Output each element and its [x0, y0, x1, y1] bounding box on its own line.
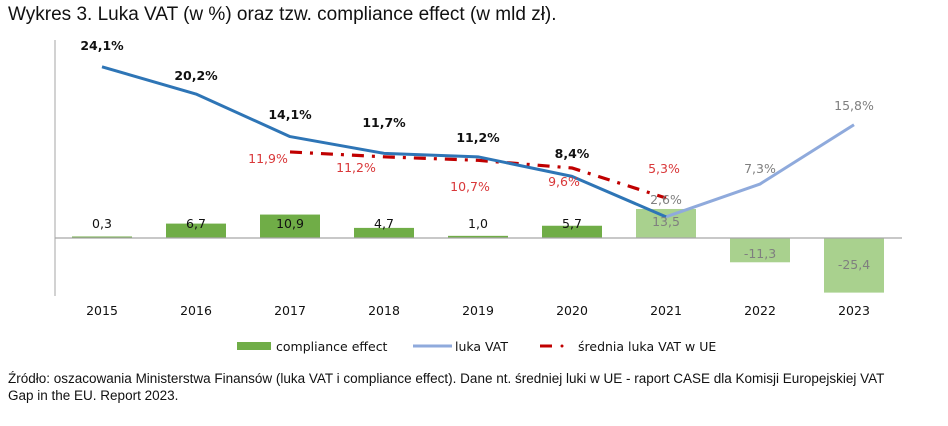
chart-title: Wykres 3. Luka VAT (w %) oraz tzw. compl… [8, 4, 557, 25]
chart: 0,3 6,7 10,9 4,7 1,0 5,7 13,5 -11,3 -25,4 24,1% 20… [54, 38, 902, 354]
line-luka-vat [101, 65, 667, 219]
bar-2015 [72, 236, 132, 238]
x-tick-labels: 2015 2016 2017 2018 2019 2020 2021 2022 2023 [86, 303, 870, 318]
luka-vat-label-2021: 2,6% [650, 192, 682, 207]
bar-2016 [166, 223, 226, 238]
bar-2017 [260, 214, 320, 238]
x-tick-2020: 2020 [556, 303, 588, 318]
luka-vat-label-2017: 14,1% [268, 107, 312, 122]
eu-average-label-2019: 10,7% [450, 179, 490, 194]
x-tick-2016: 2016 [180, 303, 212, 318]
bar-label-2020: 5,7 [562, 216, 582, 231]
luka-vat-label-2019: 11,2% [456, 130, 500, 145]
bar-label-2021: 13,5 [652, 214, 680, 229]
bar-label-2017: 10,9 [276, 216, 304, 231]
bar-2019 [448, 235, 508, 238]
line-luka-vat-forecast [665, 123, 855, 219]
bars-group [72, 208, 884, 293]
luka-vat-label-2015: 24,1% [80, 38, 124, 53]
x-tick-2017: 2017 [274, 303, 306, 318]
bar-2023 [824, 238, 884, 293]
bar-label-2018: 4,7 [374, 216, 394, 231]
bar-label-2016: 6,7 [186, 216, 206, 231]
source-note: Źródło: oszacowania Ministerstwa Finansó… [8, 371, 885, 403]
eu-average-label-2018: 11,2% [336, 160, 376, 175]
eu-average-label-2021: 5,3% [648, 161, 680, 176]
eu-average-label-2017: 11,9% [248, 151, 288, 166]
x-tick-2018: 2018 [368, 303, 400, 318]
bar-label-2019: 1,0 [468, 216, 488, 231]
luka-vat-label-2022: 7,3% [744, 161, 776, 176]
legend-label-luka-vat: luka VAT [455, 339, 508, 354]
luka-vat-label-2023: 15,8% [834, 98, 874, 113]
luka-vat-label-2016: 20,2% [174, 68, 218, 83]
x-tick-2022: 2022 [744, 303, 776, 318]
bar-label-2022: -11,3 [744, 246, 776, 261]
bar-2018 [354, 227, 414, 238]
legend-swatch-compliance-effect [237, 342, 271, 350]
bar-2021 [636, 208, 696, 238]
x-tick-2019: 2019 [462, 303, 494, 318]
legend-label-compliance-effect: compliance effect [276, 339, 388, 354]
labels-group: 0,3 6,7 10,9 4,7 1,0 5,7 13,5 -11,3 -25,4 24,1% 20… [80, 38, 874, 272]
x-tick-2021: 2021 [650, 303, 682, 318]
bar-2020 [542, 225, 602, 238]
bar-2022 [730, 238, 790, 263]
bar-label-2015: 0,3 [92, 216, 112, 231]
x-tick-2023: 2023 [838, 303, 870, 318]
legend: compliance effect luka VAT średnia luka … [237, 339, 716, 354]
luka-vat-label-2018: 11,7% [362, 115, 406, 130]
bar-label-2023: -25,4 [838, 257, 870, 272]
luka-vat-label-2020: 8,4% [555, 146, 590, 161]
legend-label-eu-average: średnia luka VAT w UE [578, 339, 716, 354]
x-tick-2015: 2015 [86, 303, 118, 318]
legend-swatch-eu-average-dot [560, 344, 564, 348]
lines-group [101, 65, 855, 219]
line-eu-average [289, 150, 667, 200]
eu-average-label-2020: 9,6% [548, 174, 580, 189]
